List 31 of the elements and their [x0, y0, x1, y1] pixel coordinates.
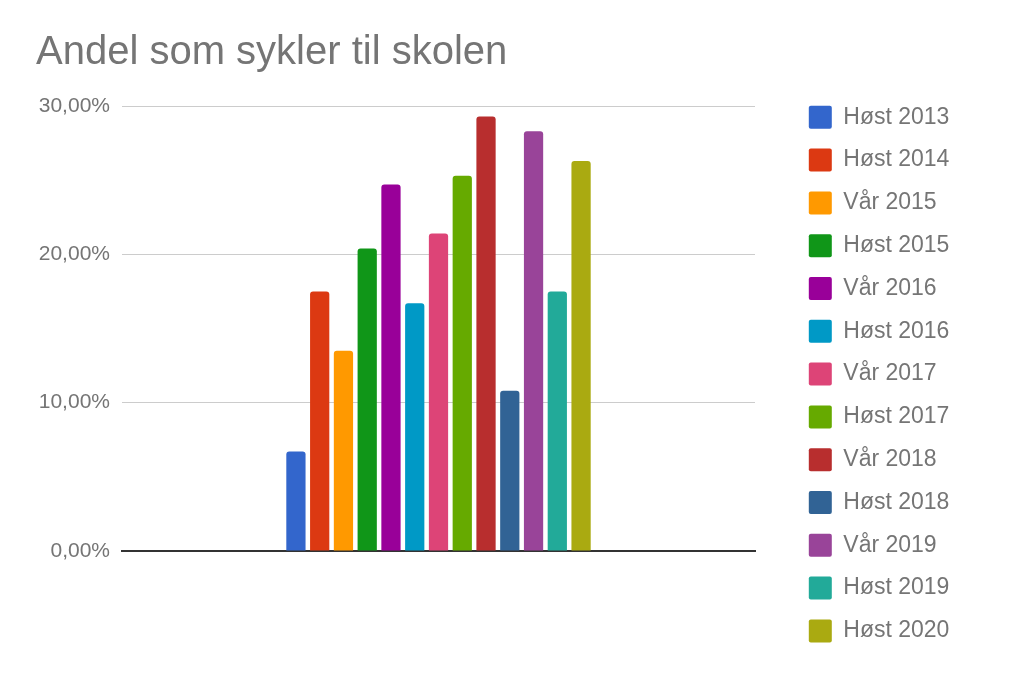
- legend-label: Høst 2015: [843, 231, 950, 258]
- legend-label: Høst 2020: [843, 616, 950, 643]
- y-tick-label: 0,00%: [50, 537, 110, 561]
- y-tick-label: 10,00%: [38, 389, 110, 413]
- bar: [547, 291, 567, 551]
- legend-label: Høst 2018: [843, 487, 950, 514]
- legend-label: Høst 2013: [843, 102, 950, 129]
- legend-label: Vår 2019: [843, 530, 937, 557]
- legend-label: Høst 2017: [843, 402, 950, 429]
- bar: [523, 131, 544, 551]
- y-tick-label: 30,00%: [38, 92, 110, 116]
- bar: [333, 350, 354, 551]
- legend-label: Vår 2018: [843, 445, 937, 472]
- bar: [500, 390, 520, 551]
- bar: [357, 248, 377, 551]
- bar: [286, 451, 306, 551]
- y-tick-label: 20,00%: [38, 241, 110, 265]
- bar: [405, 303, 425, 551]
- legend-label: Høst 2016: [843, 316, 950, 343]
- bar: [428, 233, 449, 551]
- legend-label: Vår 2015: [843, 188, 937, 215]
- chart-title: Andel som sykler til skolen: [36, 28, 508, 73]
- legend-label: Vår 2017: [843, 359, 937, 386]
- bar: [571, 160, 591, 551]
- bar: [476, 116, 496, 551]
- bar: [381, 184, 401, 551]
- legend-label: Vår 2016: [843, 273, 937, 300]
- bar: [310, 291, 330, 551]
- bar: [452, 175, 472, 551]
- legend-label: Høst 2019: [843, 573, 950, 600]
- legend-label: Høst 2014: [843, 145, 950, 172]
